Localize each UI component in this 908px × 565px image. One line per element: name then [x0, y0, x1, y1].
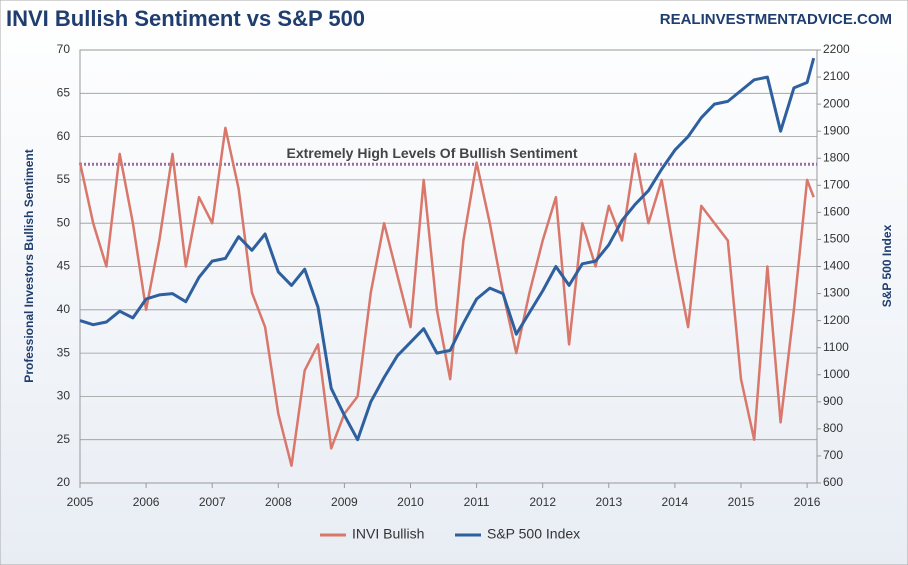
- y-tick-label: 30: [57, 389, 71, 403]
- x-tick-label: 2010: [397, 495, 424, 509]
- legend-label: INVI Bullish: [352, 526, 424, 542]
- x-tick-label: 2005: [67, 495, 94, 509]
- y2-tick-label: 1900: [823, 123, 850, 137]
- chart-title: INVI Bullish Sentiment vs S&P 500: [6, 6, 365, 31]
- y-tick-label: 35: [57, 345, 71, 359]
- y-tick-label: 70: [57, 42, 71, 56]
- y2-tick-label: 1000: [823, 367, 850, 381]
- y2-tick-label: 2200: [823, 42, 850, 56]
- x-tick-label: 2012: [529, 495, 556, 509]
- y-tick-label: 25: [57, 432, 71, 446]
- x-tick-label: 2014: [662, 495, 689, 509]
- x-tick-label: 2007: [199, 495, 226, 509]
- series-line: [78, 126, 815, 467]
- y2-tick-label: 1600: [823, 205, 850, 219]
- y2-tick-label: 1700: [823, 177, 850, 191]
- x-tick-label: 2011: [464, 495, 490, 509]
- y-tick-label: 55: [57, 172, 71, 186]
- legend-label: S&P 500 Index: [487, 526, 580, 542]
- source: REALINVESTMENTADVICE.COM: [660, 11, 892, 28]
- x-tick-label: 2015: [728, 495, 755, 509]
- y2-tick-label: 2000: [823, 96, 850, 110]
- y2-tick-label: 1500: [823, 232, 850, 246]
- y-tick-label: 50: [57, 215, 71, 229]
- x-tick-label: 2009: [331, 495, 358, 509]
- y2-tick-label: 1100: [823, 340, 849, 354]
- x-tick-label: 2008: [265, 495, 292, 509]
- y2-axis-label: S&P 500 Index: [880, 224, 894, 307]
- y2-tick-label: 900: [823, 394, 843, 408]
- y2-tick-label: 1400: [823, 259, 850, 273]
- series-line: [79, 57, 816, 442]
- y2-tick-label: 700: [823, 448, 843, 462]
- y-tick-label: 40: [57, 302, 71, 316]
- annotation: Extremely High Levels Of Bullish Sentime…: [287, 145, 578, 161]
- y-tick-label: 65: [57, 85, 71, 99]
- y2-tick-label: 2100: [823, 69, 850, 83]
- y2-tick-label: 1300: [823, 286, 850, 300]
- y-tick-label: 45: [57, 259, 71, 273]
- y2-tick-label: 800: [823, 421, 843, 435]
- y-axis-label: Professional Investors Bullish Sentiment: [22, 149, 36, 382]
- y2-tick-label: 1800: [823, 150, 850, 164]
- y2-tick-label: 1200: [823, 313, 850, 327]
- x-tick-label: 2016: [794, 495, 821, 509]
- y-tick-label: 60: [57, 129, 71, 143]
- y2-tick-label: 600: [823, 475, 843, 489]
- y-tick-label: 20: [57, 475, 71, 489]
- x-tick-label: 2006: [133, 495, 160, 509]
- x-tick-label: 2013: [595, 495, 622, 509]
